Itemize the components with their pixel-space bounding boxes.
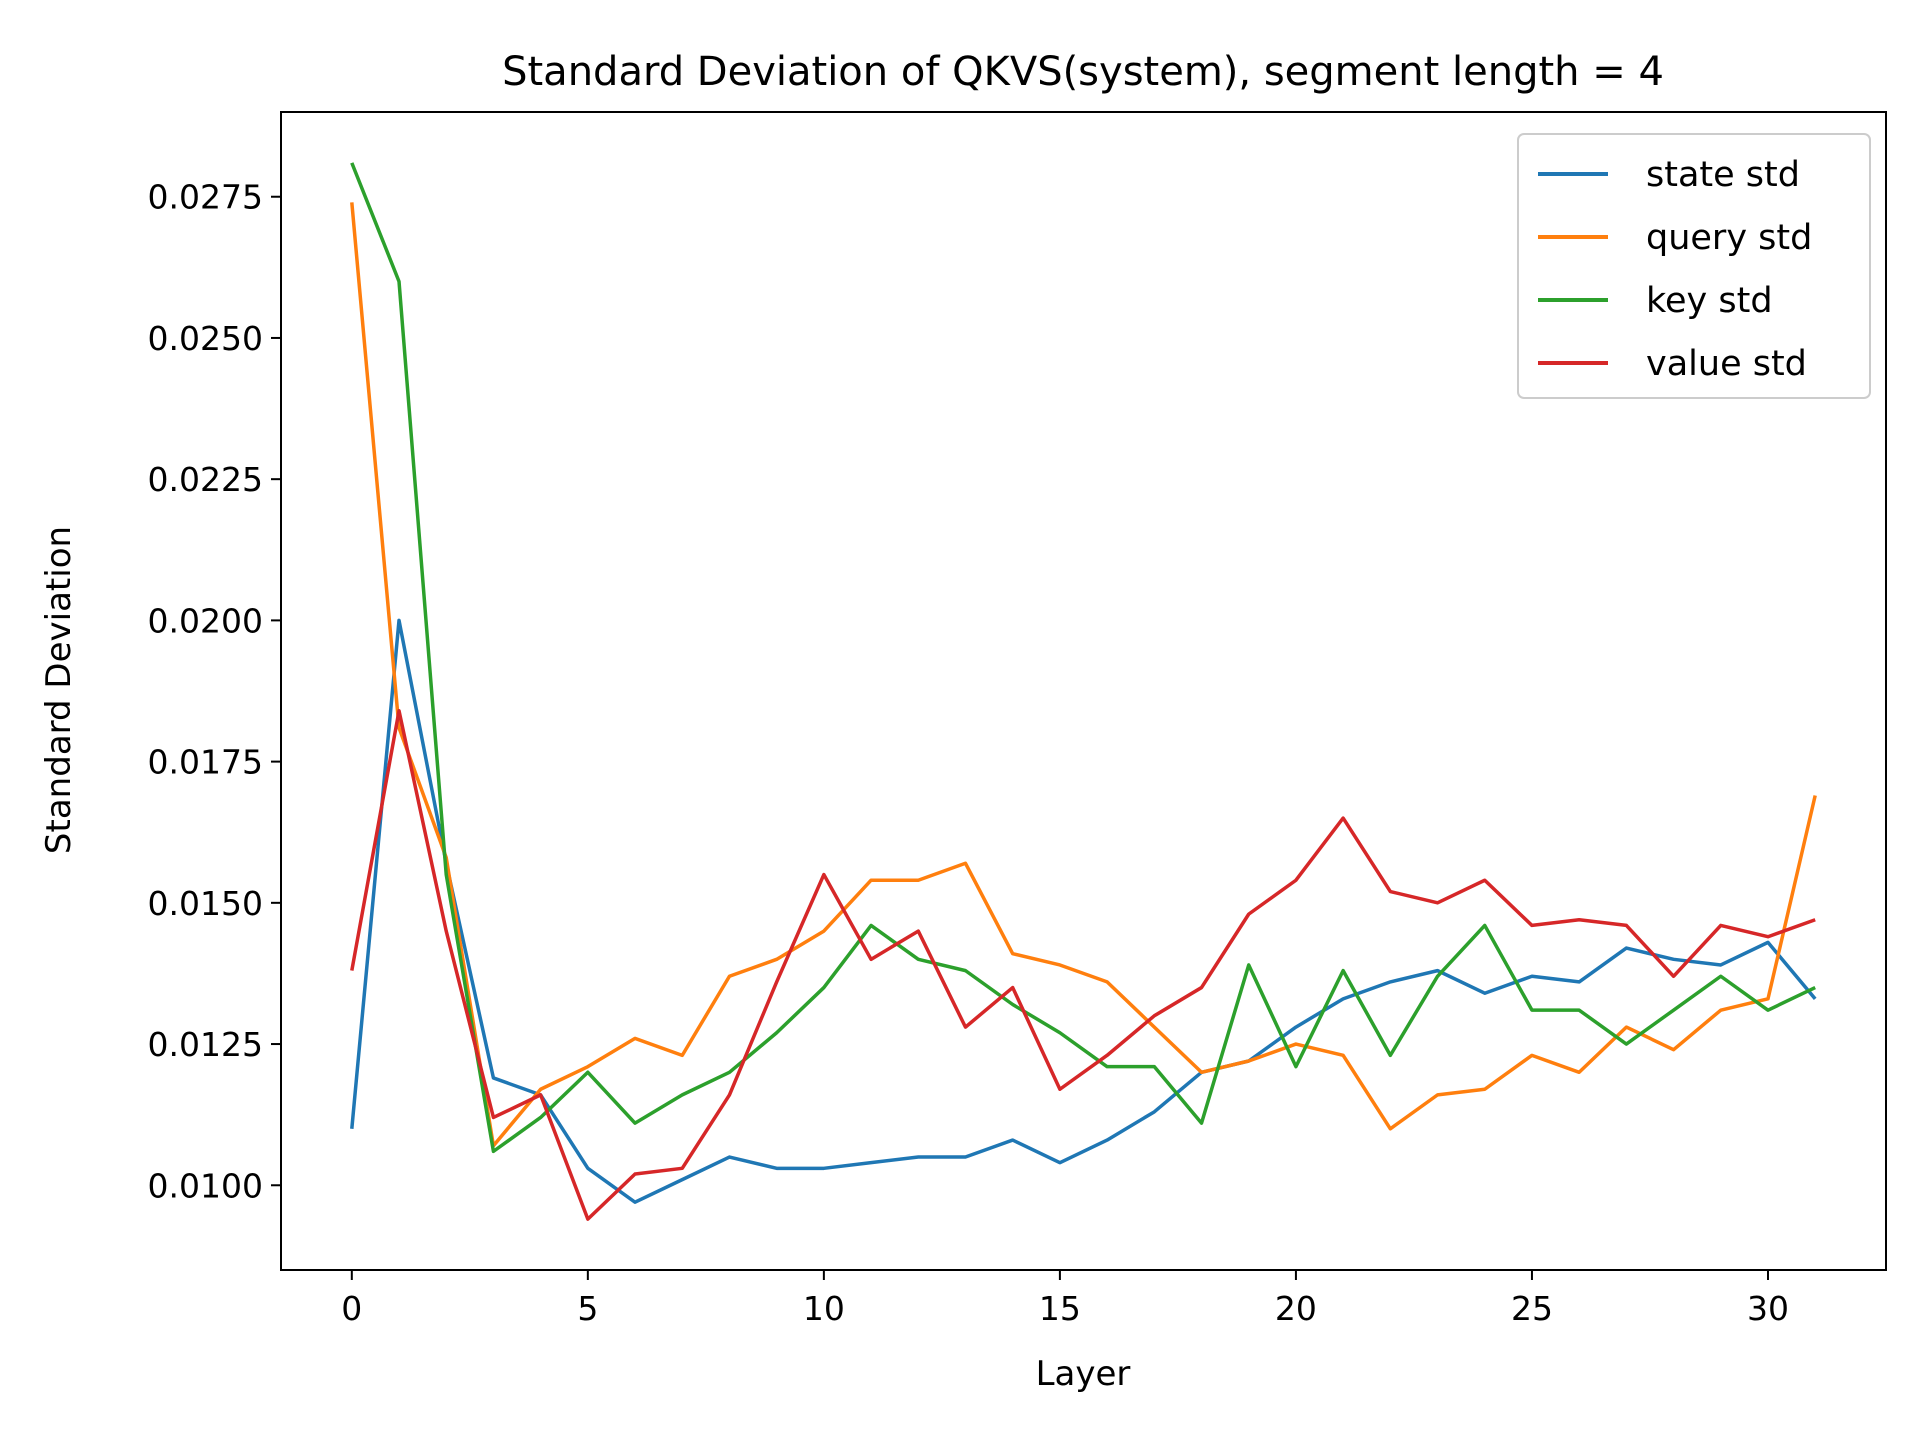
x-tick-label: 10 <box>803 1289 845 1328</box>
legend-label-query-std: query std <box>1646 218 1812 258</box>
y-tick-label: 0.0250 <box>148 319 263 358</box>
series-line-query-std <box>350 202 1817 1148</box>
x-tick-label: 15 <box>1039 1289 1081 1328</box>
legend-label-state-std: state std <box>1646 155 1800 195</box>
y-tick-label: 0.0150 <box>148 884 263 923</box>
plot-frame <box>280 111 1887 1271</box>
legend-label-key-std: key std <box>1646 281 1773 321</box>
series-line-value-std <box>350 709 1816 1221</box>
x-tick-label: 5 <box>577 1289 598 1328</box>
y-tick-label: 0.0275 <box>148 178 263 217</box>
legend-box <box>1517 133 1871 399</box>
series-line-state-std <box>350 618 1817 1204</box>
x-axis-label: Layer <box>1036 1354 1131 1394</box>
series-line-key-std <box>350 162 1816 1154</box>
y-axis: 0.0100 0.0125 0.0150 0.0175 0.0200 0.0225 0.02… <box>148 178 281 1205</box>
plot-area <box>280 111 1887 1271</box>
y-tick-label: 0.0100 <box>148 1166 263 1205</box>
chart-title: Standard Deviation of QKVS(system), segm… <box>502 49 1664 95</box>
x-tick-label: 20 <box>1275 1289 1317 1328</box>
y-tick-label: 0.0125 <box>148 1025 263 1064</box>
y-tick-label: 0.0225 <box>148 460 263 499</box>
x-axis: 0 5 10 15 20 25 30 <box>341 1270 1789 1328</box>
y-tick-label: 0.0175 <box>148 743 263 782</box>
x-tick-label: 30 <box>1747 1289 1789 1328</box>
x-tick-label: 25 <box>1511 1289 1553 1328</box>
series-group <box>350 162 1817 1221</box>
legend-label-value-std: value std <box>1646 344 1807 384</box>
legend: state std query std key std value std <box>1517 133 1871 399</box>
y-axis-label: Standard Deviation <box>39 526 79 854</box>
y-tick-label: 0.0200 <box>148 601 263 640</box>
x-tick-label: 0 <box>341 1289 362 1328</box>
